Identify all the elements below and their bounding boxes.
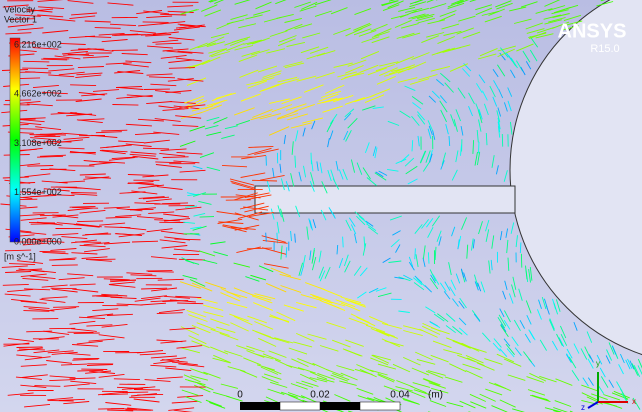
velocity-vector [53,307,79,308]
velocity-vector [134,390,160,391]
scale-label: 0.04 [390,390,410,401]
scale-segment [240,402,280,410]
velocity-vector [179,259,205,260]
scale-segment [360,402,400,410]
velocity-vector [48,400,74,401]
velocity-vector [520,243,521,254]
legend-unit: [m s^-1] [4,251,36,261]
legend-label: 0.000e+000 [14,236,62,246]
triad-label: z [581,403,585,412]
legend-label: 3.108e+002 [14,138,62,148]
velocity-vector [112,105,138,106]
velocity-vector [71,193,97,194]
triad-label: y [596,359,600,368]
velocity-vector [31,224,57,225]
scale-label: 0 [237,390,243,401]
legend-label: 1.554e+002 [14,187,62,197]
velocity-vector [415,248,416,259]
velocity-vector [428,252,429,263]
logo-name: ANSYS [558,20,627,42]
velocity-vector [40,251,66,252]
scale-segment [280,402,320,410]
scale-unit: (m) [428,390,443,401]
velocity-vector [122,392,148,393]
cfd-view: Velocity Vector 1 6.216e+002 4.662e+002 3.… [0,0,642,412]
legend-subtitle: Vector 1 [4,14,37,24]
velocity-vector [23,61,49,62]
page: Velocity Vector 1 6.216e+002 4.662e+002 3.… [0,0,642,412]
velocity-vector [266,233,267,242]
scale-segment [320,402,360,410]
legend-label: 6.216e+002 [14,39,62,49]
velocity-vector [43,58,69,59]
logo-version: R15.0 [590,43,619,55]
scale-label: 0.02 [310,390,330,401]
velocity-vector [17,347,43,348]
legend-title: Velocity [4,4,36,14]
legend-label: 4.662e+002 [14,89,62,99]
velocity-vector [200,217,214,218]
velocity-vector [143,22,169,23]
velocity-vector [51,288,77,289]
velocity-vector [343,237,344,248]
velocity-vector [52,265,78,266]
triad-label: x [632,397,636,406]
velocity-vector [479,142,480,153]
channel-body [255,186,515,213]
